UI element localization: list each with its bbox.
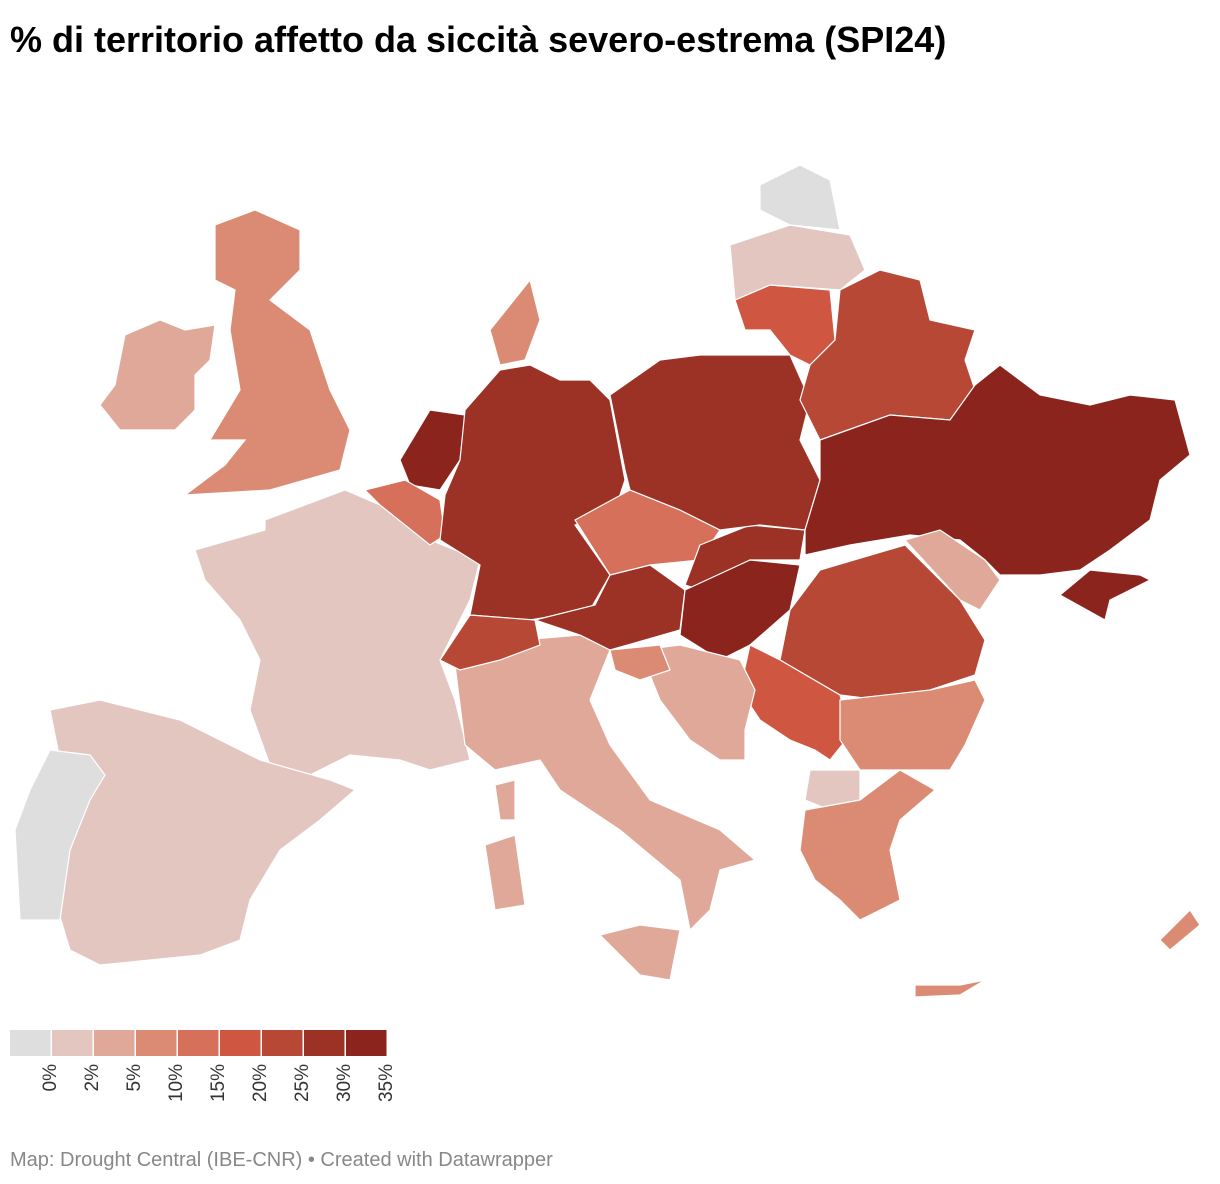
legend-swatch xyxy=(52,1030,93,1056)
region xyxy=(759,164,841,231)
legend-label: 2% xyxy=(82,1064,103,1092)
legend: 0% 2% 5% 10% 15% 20% 25% 30% 35% xyxy=(10,1030,397,1102)
region xyxy=(484,834,526,911)
legend-label: 15% xyxy=(208,1064,229,1102)
region xyxy=(734,284,836,366)
region xyxy=(489,278,541,366)
region xyxy=(439,614,541,671)
region xyxy=(914,979,986,998)
region xyxy=(99,319,216,431)
region xyxy=(804,364,1191,576)
legend-swatch xyxy=(136,1030,177,1056)
region xyxy=(679,559,801,661)
region xyxy=(1159,909,1201,951)
region xyxy=(598,924,681,981)
region xyxy=(439,364,626,621)
legend-swatch xyxy=(220,1030,261,1056)
region xyxy=(14,749,106,921)
region xyxy=(183,209,351,496)
legend-swatch xyxy=(304,1030,345,1056)
legend-label: 35% xyxy=(376,1064,397,1102)
legend-swatch xyxy=(10,1030,51,1056)
region xyxy=(494,779,516,821)
legend-swatch xyxy=(346,1030,387,1056)
region xyxy=(1058,569,1152,621)
region xyxy=(799,769,937,921)
legend-swatch xyxy=(178,1030,219,1056)
legend-swatch xyxy=(262,1030,303,1056)
legend-label: 25% xyxy=(292,1064,313,1102)
region xyxy=(639,644,756,761)
legend-label: 5% xyxy=(124,1064,145,1092)
legend-label: 0% xyxy=(40,1064,61,1092)
region xyxy=(609,644,671,681)
region xyxy=(194,489,481,776)
footer: Map: Drought Central (IBE-CNR) • Created… xyxy=(10,1149,553,1171)
legend-label: 20% xyxy=(250,1064,271,1102)
legend-swatch xyxy=(94,1030,135,1056)
legend-label: 30% xyxy=(334,1064,355,1102)
title: % di territorio affetto da siccità sever… xyxy=(10,19,946,60)
region xyxy=(839,679,986,771)
legend-label: 10% xyxy=(166,1064,187,1102)
regions xyxy=(14,164,1201,998)
region xyxy=(684,524,806,591)
region xyxy=(729,224,866,301)
